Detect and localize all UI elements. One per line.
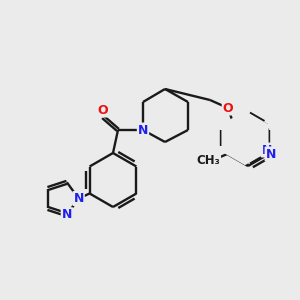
Text: CH₃: CH₃ [196, 154, 220, 166]
Text: N: N [266, 148, 276, 160]
Polygon shape [224, 114, 266, 162]
Text: N: N [62, 208, 72, 221]
Text: N: N [74, 192, 84, 205]
Text: O: O [223, 101, 233, 115]
Text: N: N [262, 143, 272, 157]
Text: N: N [138, 124, 148, 136]
Text: O: O [98, 103, 108, 116]
